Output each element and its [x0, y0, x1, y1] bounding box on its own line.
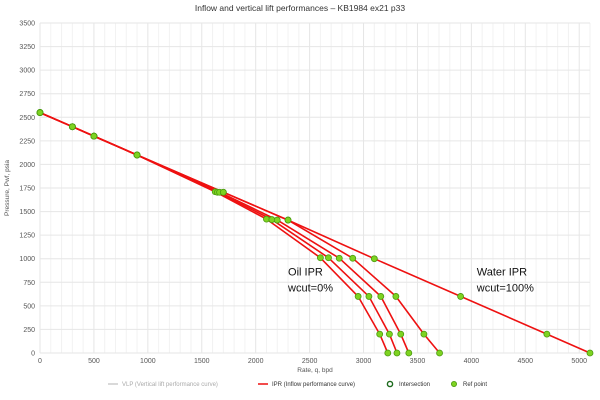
ref-point	[349, 254, 357, 262]
ref-point	[36, 109, 44, 116]
ref-point	[393, 349, 401, 357]
ref-point	[365, 293, 373, 300]
ref-point	[543, 330, 551, 338]
y-tick-label: 750	[23, 280, 35, 287]
legend-item-label[interactable]: Ref point	[463, 382, 487, 388]
legend-item-label[interactable]: VLP (Vertical lift performance curve)	[122, 382, 218, 388]
ref-points	[36, 109, 594, 357]
y-tick-label: 1750	[19, 186, 35, 193]
legend: VLP (Vertical lift performance curve) IPR…	[108, 380, 487, 388]
ref-point	[68, 123, 76, 131]
x-tick-label: 500	[88, 358, 100, 365]
x-tick-label: 4500	[518, 358, 534, 365]
legend-item-label[interactable]: Intersection	[399, 382, 430, 388]
x-tick-label: 5000	[571, 358, 587, 365]
y-axis-label: Pressure, Pwf, psia	[4, 160, 11, 216]
ref-point	[354, 293, 362, 300]
ref-point	[377, 293, 385, 300]
x-tick-label: 3500	[410, 358, 426, 365]
x-tick-label: 1000	[140, 358, 156, 365]
ref-point	[335, 254, 343, 262]
y-tick-label: 1500	[19, 209, 35, 216]
x-tick-label: 2000	[248, 358, 264, 365]
y-axis-ticks: 0 250 500 750 1000 1250 1500 1750 2000 2250 2500 27…	[19, 21, 35, 358]
ref-point	[436, 349, 443, 357]
y-tick-label: 500	[23, 303, 35, 310]
y-tick-label: 0	[31, 351, 35, 358]
ref-point	[273, 216, 281, 224]
x-tick-label: 2500	[302, 358, 318, 365]
ref-point	[405, 349, 413, 357]
ipr-curve-1	[39, 111, 389, 354]
y-tick-label: 1000	[19, 256, 35, 263]
legend-ref-swatch	[450, 380, 457, 387]
ref-point	[370, 255, 378, 263]
grid	[39, 22, 591, 354]
x-axis-ticks: 0 500 1000 1500 2000 2500 3000 3500 4000 4500 5000	[38, 358, 587, 365]
ref-point	[376, 330, 384, 338]
ref-point	[90, 132, 98, 140]
ipr-curve-5	[39, 111, 591, 354]
y-tick-label: 2250	[19, 138, 35, 145]
annotation-label: wcut=100%	[476, 283, 534, 295]
ref-point	[386, 330, 393, 338]
annotation-label: Water IPR	[477, 267, 527, 279]
chart-title: Inflow and vertical lift performances – …	[195, 3, 406, 13]
x-tick-label: 1500	[194, 358, 210, 365]
y-tick-label: 2750	[19, 91, 35, 98]
ipr-curve-3	[39, 111, 410, 354]
x-axis-label: Rate, q, bpd	[297, 367, 333, 374]
annotation-label: Oil IPR	[288, 267, 323, 279]
ipr-series	[39, 111, 591, 354]
x-tick-label: 3000	[356, 358, 372, 365]
ref-point	[219, 188, 227, 196]
legend-intersection-swatch	[386, 380, 394, 388]
y-tick-label: 2000	[19, 162, 35, 169]
x-tick-label: 4000	[464, 358, 480, 365]
legend-item-label[interactable]: IPR (Inflow performance curve)	[272, 382, 355, 388]
ref-point	[397, 330, 405, 338]
ref-point	[586, 349, 594, 357]
annotation-label: wcut=0%	[287, 283, 333, 295]
y-tick-label: 3500	[19, 21, 35, 28]
y-tick-label: 3000	[19, 68, 35, 75]
ref-point	[420, 330, 428, 338]
ref-point	[457, 293, 464, 300]
y-tick-label: 1250	[19, 233, 35, 240]
ref-point	[384, 349, 392, 357]
ref-point	[392, 293, 400, 300]
y-tick-label: 3250	[19, 44, 35, 51]
y-tick-label: 250	[23, 327, 35, 334]
ref-point	[133, 151, 141, 159]
x-tick-label: 0	[38, 358, 42, 365]
annotations: Oil IPR wcut=0% Water IPR wcut=100%	[287, 267, 534, 295]
ref-point	[325, 254, 332, 262]
y-tick-label: 2500	[19, 115, 35, 122]
ref-point	[284, 216, 292, 224]
ref-point	[316, 254, 324, 262]
